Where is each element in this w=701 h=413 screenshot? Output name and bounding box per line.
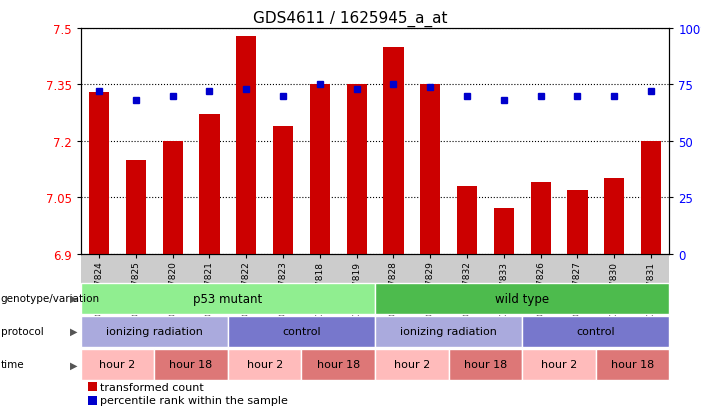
- Text: protocol: protocol: [1, 326, 43, 337]
- Text: GDS4611 / 1625945_a_at: GDS4611 / 1625945_a_at: [253, 10, 448, 26]
- Bar: [310, 85, 330, 254]
- Text: percentile rank within the sample: percentile rank within the sample: [100, 395, 288, 405]
- Bar: [494, 209, 514, 254]
- Text: ▶: ▶: [70, 293, 77, 304]
- Text: hour 18: hour 18: [317, 359, 360, 370]
- Bar: [273, 126, 293, 254]
- Text: genotype/variation: genotype/variation: [1, 293, 100, 304]
- Text: wild type: wild type: [495, 292, 550, 305]
- Text: transformed count: transformed count: [100, 382, 204, 392]
- Text: control: control: [282, 326, 321, 337]
- Text: ▶: ▶: [70, 326, 77, 337]
- Bar: [236, 36, 257, 254]
- Text: ionizing radiation: ionizing radiation: [400, 326, 497, 337]
- Text: p53 mutant: p53 mutant: [193, 292, 262, 305]
- Bar: [604, 179, 625, 254]
- Bar: [346, 85, 367, 254]
- Text: ▶: ▶: [70, 359, 77, 370]
- Bar: [641, 142, 661, 254]
- Bar: [457, 187, 477, 254]
- Bar: [89, 93, 109, 254]
- Text: ionizing radiation: ionizing radiation: [106, 326, 203, 337]
- Text: hour 2: hour 2: [394, 359, 430, 370]
- Bar: [125, 160, 146, 254]
- Text: hour 18: hour 18: [464, 359, 507, 370]
- Text: hour 18: hour 18: [170, 359, 212, 370]
- Text: hour 2: hour 2: [247, 359, 283, 370]
- Bar: [531, 183, 551, 254]
- Text: control: control: [576, 326, 615, 337]
- Bar: [567, 190, 587, 254]
- Bar: [199, 115, 219, 254]
- Text: hour 2: hour 2: [541, 359, 577, 370]
- Text: hour 18: hour 18: [611, 359, 654, 370]
- Bar: [163, 142, 183, 254]
- Bar: [420, 85, 440, 254]
- Text: time: time: [1, 359, 25, 370]
- Bar: [383, 47, 404, 254]
- Text: hour 2: hour 2: [100, 359, 135, 370]
